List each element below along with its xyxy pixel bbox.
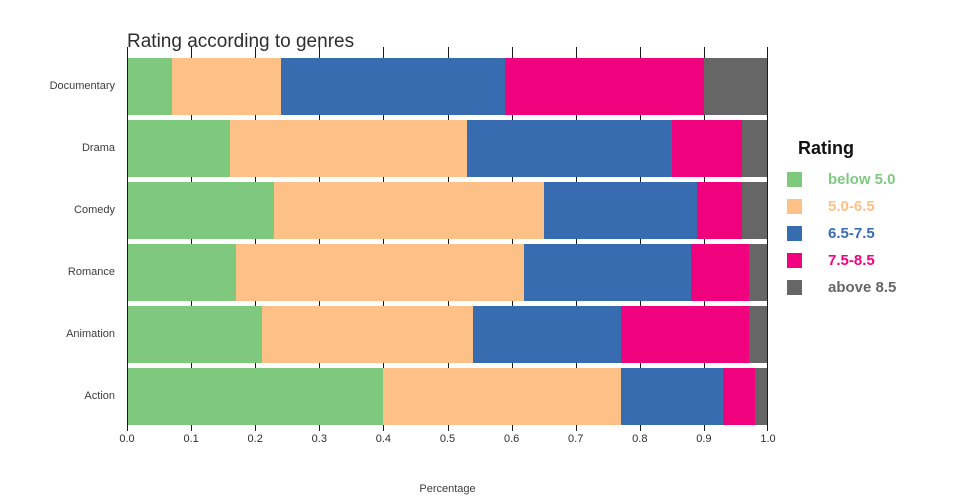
legend-label: 6.5-7.5 [828,225,875,242]
bar-segment [691,244,749,301]
bar-segment [671,120,743,177]
bar-segment [620,306,749,363]
bar-row-action [127,368,768,425]
y-axis-labels: Documentary Drama Comedy Romance Animation Ac… [0,0,121,500]
legend-item: below 5.0 [787,166,957,193]
bar-segment [466,120,672,177]
bar-segment [171,58,281,115]
x-tick-mark [319,425,321,431]
y-axis-label: Comedy [74,203,115,216]
legend-swatch [787,199,802,214]
y-axis-label: Romance [67,265,115,278]
bar-segment [703,58,768,115]
x-tick-mark [639,425,641,431]
bar-segment [473,306,621,363]
legend-title: Rating [798,138,854,158]
x-tick-mark [703,425,705,431]
bar-segment [524,244,692,301]
bar-segment [742,182,768,239]
bar-row-drama [127,120,768,177]
bar-segment [620,368,724,425]
x-tick-mark [575,425,577,431]
bar-segment [543,182,698,239]
x-tick-mark [447,425,449,431]
x-tick-mark [127,425,128,431]
legend-swatch [787,253,802,268]
bar-segment [383,368,621,425]
legend-items: below 5.0 5.0-6.5 6.5-7.5 7.5-8.5 above 8.5 [787,166,957,301]
x-tick-label: 0.1 [183,433,199,445]
bar-segment [723,368,756,425]
bar-segment [261,306,474,363]
x-tick-label: 0.3 [311,433,327,445]
x-tick-mark [767,425,768,431]
legend-item: 5.0-6.5 [787,193,957,220]
x-tick-mark [191,425,193,431]
x-tick-label: 0.2 [247,433,263,445]
bar-segment [127,182,275,239]
y-axis-label: Action [84,389,115,402]
legend: Rating below 5.0 5.0-6.5 6.5-7.5 7.5-8.5 abo… [787,138,957,301]
x-tick-label: 0.7 [568,433,584,445]
x-tick-label: 1.0 [760,433,776,445]
x-tick-mark [383,425,385,431]
x-tick-mark [511,425,513,431]
legend-item: 6.5-7.5 [787,220,957,247]
x-tick-label: 0.9 [696,433,712,445]
bar-segment [748,244,768,301]
y-axis-label: Animation [66,327,115,340]
bar-segment [127,244,236,301]
bar-segment [748,306,768,363]
bar-segment [280,58,506,115]
bar-segment [274,182,544,239]
bar-row-documentary [127,58,768,115]
bar-segment [127,120,230,177]
legend-label: 7.5-8.5 [828,252,875,269]
x-tick-label: 0.8 [632,433,648,445]
x-axis: 0.0 0.1 0.2 0.3 0.4 0.5 0.6 0.7 0.8 0.9 1.0 [119,425,776,451]
legend-swatch [787,280,802,295]
bar-row-comedy [127,182,768,239]
bar-segment [229,120,467,177]
x-tick-label: 0.4 [375,433,392,445]
bar-segment [755,368,768,425]
chart-title: Rating according to genres [127,31,355,52]
x-tick-label: 0.0 [119,433,135,445]
gridline [127,47,128,425]
bar-segment [742,120,768,177]
legend-item: above 8.5 [787,274,957,301]
bar-segment [505,58,704,115]
gridline [767,47,768,425]
legend-swatch [787,226,802,241]
bar-segment [127,368,384,425]
y-axis-label: Drama [81,141,115,154]
legend-label: below 5.0 [828,171,896,188]
legend-label: 5.0-6.5 [828,198,875,215]
bar-segment [127,306,262,363]
legend-item: 7.5-8.5 [787,247,957,274]
bar-row-romance [127,244,768,301]
x-tick-mark [255,425,257,431]
legend-label: above 8.5 [828,279,897,296]
bar-segment [127,58,172,115]
plot-area [127,47,768,425]
x-axis-title: Percentage [419,483,476,495]
y-axis-label: Documentary [49,79,115,92]
x-tick-label: 0.6 [503,433,520,445]
x-tick-label: 0.5 [439,433,456,445]
bar-segment [235,244,525,301]
bar-segment [697,182,743,239]
legend-swatch [787,172,802,187]
bar-row-animation [127,306,768,363]
